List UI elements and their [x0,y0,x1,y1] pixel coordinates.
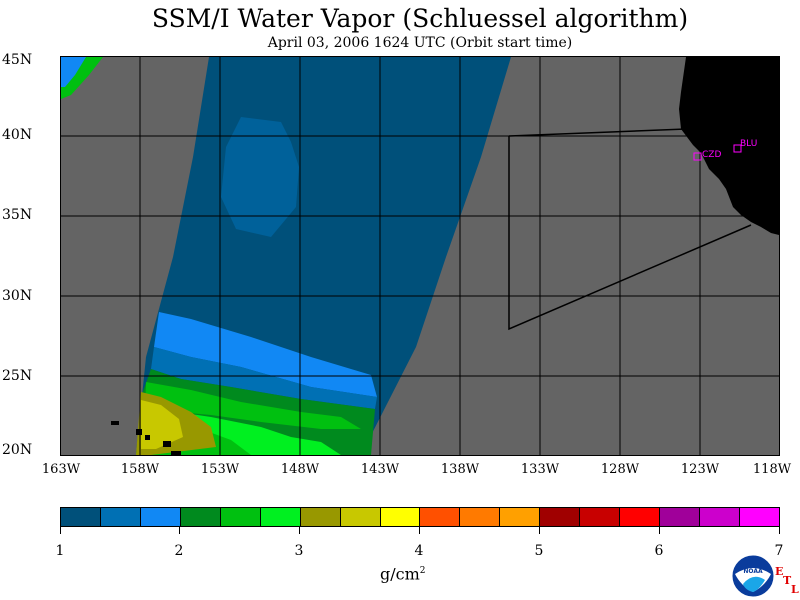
lon-label-138w: 138W [440,462,480,477]
california-land [679,57,779,235]
swath-band-top-patch [221,117,299,237]
lon-label-118w: 118W [752,462,792,477]
cb-tick-4: 4 [414,543,424,559]
cb-tickmark [60,527,61,534]
swath-band-yellow [141,400,183,449]
colorbar-cell [500,508,541,526]
colorbar-cell [140,508,181,526]
cb-tick-7: 7 [774,543,784,559]
colorbar-cell [580,508,621,526]
cb-tickmark [779,527,780,534]
cb-tickmark [539,527,540,534]
colorbar-cell [180,508,221,526]
colorbar-cell [300,508,341,526]
colorbar-cell [100,508,141,526]
colorbar-cell [660,508,700,526]
colorbar-cell [260,508,301,526]
colorbar-cell [540,508,581,526]
lat-label-40n: 40N [2,127,33,143]
colorbar-cell [620,508,661,526]
graticule [61,57,779,455]
station-czd-label: CZD [702,150,721,160]
cb-tick-2: 2 [174,543,184,559]
station-czd-marker [693,152,702,161]
swath-band-mid-blue [151,347,377,409]
units-text: g/cm [380,564,420,584]
lat-label-30n: 30N [2,288,33,304]
station-markers [693,144,742,161]
map-subtitle: April 03, 2006 1624 UTC (Orbit start tim… [267,35,573,51]
colorbar-cell [739,508,779,526]
noaa-logo: NOAA [731,554,775,598]
cb-tickmark [179,527,180,534]
lon-label-148w: 148W [280,462,320,477]
lat-label-20n: 20N [2,442,33,458]
track-outline [508,136,752,331]
colorbar-cell [61,508,101,526]
lon-label-163w: 163W [41,462,81,477]
etl-letter-l: L [791,583,799,596]
cb-tickmark [299,527,300,534]
lon-label-133w: 133W [520,462,560,477]
lat-label-35n: 35N [2,207,33,223]
cb-tick-6: 6 [654,543,664,559]
lon-label-153w: 153W [200,462,240,477]
etl-letter-e: E [775,565,784,578]
noaa-logo-text: NOAA [743,568,763,575]
lat-label-25n: 25N [2,368,33,384]
colorbar-cell [340,508,381,526]
lon-label-158w: 158W [120,462,160,477]
units-superscript: 2 [419,566,426,576]
lon-label-123w: 123W [680,462,720,477]
colorbar-cell [460,508,501,526]
cb-tick-1: 1 [55,543,65,559]
lon-label-128w: 128W [600,462,640,477]
cb-tickmark [419,527,420,534]
colorbar-cell [420,508,461,526]
colorbar [60,507,780,527]
lat-label-45n: 45N [2,52,33,68]
map-title: SSM/I Water Vapor (Schluessel algorithm) [151,4,689,33]
swath-band-green [145,382,361,429]
hawaii-islands [111,421,181,455]
water-vapor-map: CZD BLU [60,56,780,456]
cb-tick-3: 3 [294,543,304,559]
cb-tickmark [659,527,660,534]
station-blu-marker [733,144,742,153]
colorbar-cell [700,508,740,526]
colorbar-cell [380,508,421,526]
colorbar-cell [220,508,261,526]
cb-tick-5: 5 [534,543,544,559]
etl-letter-t: T [783,574,792,587]
colorbar-units: g/cm2 [380,562,460,583]
station-blu-label: BLU [740,139,757,149]
lon-label-143w: 143W [360,462,400,477]
